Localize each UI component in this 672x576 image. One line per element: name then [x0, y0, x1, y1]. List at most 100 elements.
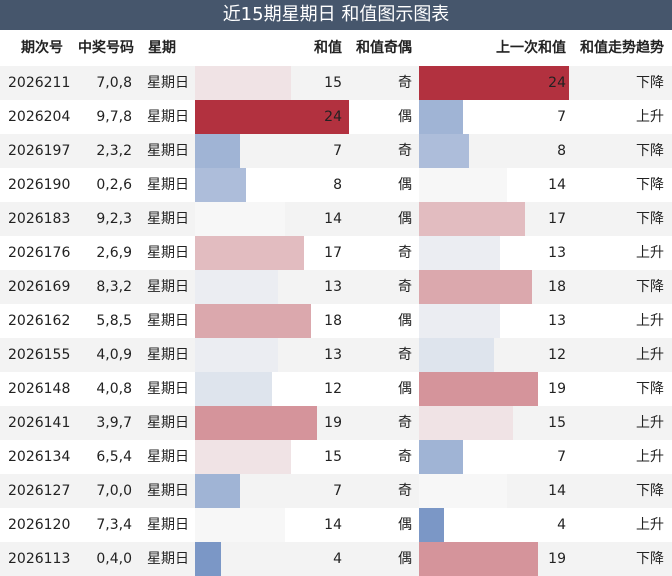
prev-sum-bar: [419, 372, 538, 406]
period-cell: 2026162: [8, 313, 71, 329]
sum-bar: [195, 542, 221, 576]
table-row: 2026197 2,3,2 星期日 7 奇 8 下降: [0, 134, 672, 168]
trend-cell: 下降: [636, 381, 664, 397]
parity-cell: 偶: [398, 211, 412, 227]
sum-value-label: 19: [324, 415, 342, 431]
sum-value-label: 17: [324, 245, 342, 261]
sum-bar: [195, 202, 285, 236]
parity-cell: 偶: [398, 551, 412, 567]
trend-cell: 下降: [636, 75, 664, 91]
weekday-cell: 星期日: [147, 347, 189, 363]
sum-bar: [195, 474, 240, 508]
parity-cell: 偶: [398, 109, 412, 125]
trend-cell: 上升: [636, 313, 664, 329]
trend-cell: 上升: [636, 245, 664, 261]
parity-cell: 奇: [398, 75, 412, 91]
prev-sum-bar: [419, 406, 513, 440]
prev-sum-bar: [419, 236, 500, 270]
period-cell: 2026190: [8, 177, 71, 193]
trend-cell: 下降: [636, 177, 664, 193]
period-cell: 2026197: [8, 143, 71, 159]
period-cell: 2026211: [8, 75, 71, 91]
sum-bar: [195, 304, 311, 338]
sum-value-label: 4: [333, 551, 342, 567]
period-cell: 2026169: [8, 279, 71, 295]
sum-value-label: 15: [324, 75, 342, 91]
prev-sum-bar: [419, 100, 463, 134]
prev-sum-value-label: 19: [548, 551, 566, 567]
parity-cell: 偶: [398, 381, 412, 397]
numbers-cell: 6,5,4: [96, 449, 132, 465]
weekday-cell: 星期日: [147, 75, 189, 91]
col-prev-sum-header: 上一次和值: [496, 40, 566, 56]
sum-value-label: 7: [333, 143, 342, 159]
sum-bar: [195, 440, 291, 474]
sum-bar: [195, 372, 272, 406]
sum-bar: [195, 168, 246, 202]
numbers-cell: 9,7,8: [96, 109, 132, 125]
trend-cell: 上升: [636, 347, 664, 363]
prev-sum-bar: [419, 508, 444, 542]
sum-bar: [195, 134, 240, 168]
prev-sum-bar: [419, 440, 463, 474]
numbers-cell: 7,0,0: [96, 483, 132, 499]
trend-cell: 上升: [636, 109, 664, 125]
table-row: 2026162 5,8,5 星期日 18 偶 13 上升: [0, 304, 672, 338]
period-cell: 2026155: [8, 347, 71, 363]
prev-sum-value-label: 13: [548, 313, 566, 329]
numbers-cell: 5,8,5: [96, 313, 132, 329]
prev-sum-value-label: 14: [548, 483, 566, 499]
numbers-cell: 2,6,9: [96, 245, 132, 261]
sum-bar: [195, 508, 285, 542]
weekday-cell: 星期日: [147, 245, 189, 261]
prev-sum-bar: [419, 304, 500, 338]
numbers-cell: 7,3,4: [96, 517, 132, 533]
parity-cell: 奇: [398, 347, 412, 363]
period-cell: 2026176: [8, 245, 71, 261]
col-weekday-header: 星期: [148, 40, 176, 56]
sum-bar: [195, 406, 317, 440]
table-row: 2026141 3,9,7 星期日 19 奇 15 上升: [0, 406, 672, 440]
table-row: 2026176 2,6,9 星期日 17 奇 13 上升: [0, 236, 672, 270]
sum-bar: [195, 66, 291, 100]
sum-value-label: 18: [324, 313, 342, 329]
table-row: 2026113 0,4,0 星期日 4 偶 19 下降: [0, 542, 672, 576]
col-numbers-header: 中奖号码: [78, 40, 134, 56]
numbers-cell: 2,3,2: [96, 143, 132, 159]
trend-cell: 下降: [636, 211, 664, 227]
parity-cell: 奇: [398, 483, 412, 499]
parity-cell: 奇: [398, 245, 412, 261]
sum-bar: [195, 100, 349, 134]
chart-title: 近15期星期日 和值图示图表: [0, 0, 672, 30]
sum-bar: [195, 270, 278, 304]
numbers-cell: 4,0,9: [96, 347, 132, 363]
prev-sum-bar: [419, 66, 569, 100]
prev-sum-bar: [419, 474, 507, 508]
sum-value-label: 8: [333, 177, 342, 193]
trend-cell: 上升: [636, 517, 664, 533]
col-trend-header: 和值走势趋势: [580, 40, 664, 56]
table-header: 期次号 中奖号码 星期 和值 和值奇偶 上一次和值 和值走势趋势: [0, 30, 672, 67]
table-row: 2026183 9,2,3 星期日 14 偶 17 下降: [0, 202, 672, 236]
prev-sum-bar: [419, 542, 538, 576]
numbers-cell: 7,0,8: [96, 75, 132, 91]
trend-cell: 上升: [636, 449, 664, 465]
weekday-cell: 星期日: [147, 517, 189, 533]
prev-sum-value-label: 12: [548, 347, 566, 363]
trend-cell: 下降: [636, 551, 664, 567]
prev-sum-value-label: 7: [557, 449, 566, 465]
weekday-cell: 星期日: [147, 381, 189, 397]
sum-bar: [195, 236, 304, 270]
prev-sum-value-label: 17: [548, 211, 566, 227]
prev-sum-value-label: 24: [548, 75, 566, 91]
weekday-cell: 星期日: [147, 211, 189, 227]
table-row: 2026127 7,0,0 星期日 7 奇 14 下降: [0, 474, 672, 508]
trend-cell: 下降: [636, 483, 664, 499]
prev-sum-value-label: 7: [557, 109, 566, 125]
weekday-cell: 星期日: [147, 449, 189, 465]
period-cell: 2026113: [8, 551, 71, 567]
sum-value-label: 15: [324, 449, 342, 465]
table-row: 2026204 9,7,8 星期日 24 偶 7 上升: [0, 100, 672, 134]
sum-value-label: 13: [324, 347, 342, 363]
prev-sum-value-label: 14: [548, 177, 566, 193]
